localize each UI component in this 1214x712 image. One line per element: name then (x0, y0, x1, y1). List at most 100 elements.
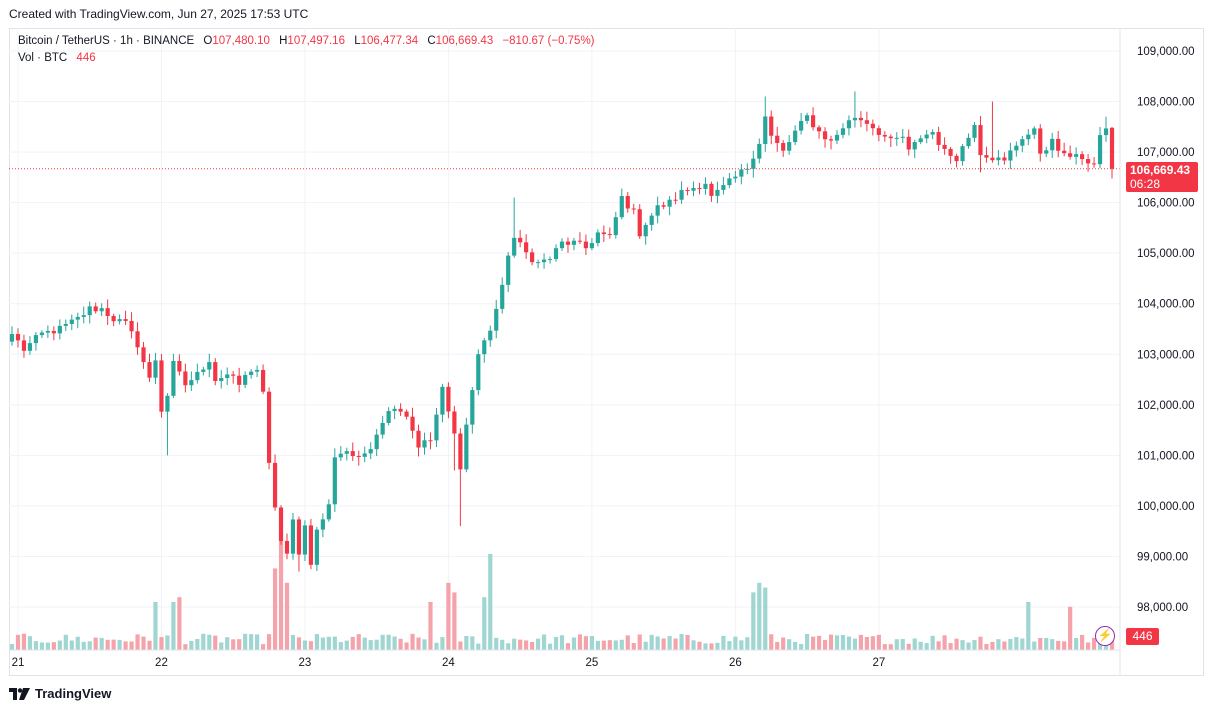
volume-bar (344, 640, 349, 650)
candle-body-up (494, 308, 499, 331)
candle-body-up (589, 243, 594, 249)
symbol-legend[interactable]: Bitcoin / TetherUS · 1h · BINANCE O107,4… (18, 35, 595, 47)
candle-body-down (147, 362, 152, 378)
volume-bar (320, 637, 325, 650)
candle-body-up (87, 306, 92, 316)
candle-body-up (793, 130, 798, 143)
volume-bar (266, 634, 272, 650)
volume-label[interactable]: Vol · BTC (18, 52, 68, 64)
volume-bar (75, 636, 80, 650)
volume-bar (1014, 637, 1019, 650)
candle-body-down (93, 306, 98, 312)
day-tick-label: 27 (872, 657, 885, 669)
candle-body-up (535, 262, 541, 264)
volume-bar (1020, 638, 1025, 650)
candle-body-up (207, 362, 212, 370)
candle-body-up (541, 259, 547, 263)
candle-body-down (524, 242, 529, 253)
volume-bar (249, 634, 254, 650)
volume-bar (404, 642, 409, 650)
volume-bar (39, 642, 44, 650)
candle-body-up (27, 343, 33, 351)
volume-bar (165, 635, 170, 650)
symbol-name[interactable]: Bitcoin / TetherUS · 1h · BINANCE (18, 35, 195, 47)
volume-bar (356, 634, 361, 650)
volume-bar (559, 635, 565, 650)
volume-bar (679, 634, 684, 650)
volume-legend[interactable]: Vol · BTC 446 (18, 52, 96, 64)
candle-body-down (428, 440, 433, 442)
lightning-icon[interactable]: ⚡ (1095, 626, 1115, 646)
candle-body-up (1103, 128, 1109, 136)
created-with-text: Created with TradingView.com, Jun 27, 20… (9, 7, 309, 21)
candle-body-up (249, 371, 254, 375)
volume-bar (739, 640, 744, 650)
volume-bar (332, 636, 337, 650)
day-tick-label: 23 (299, 657, 312, 669)
candle-body-down (990, 157, 995, 161)
volume-bar (984, 643, 989, 650)
volume-bar (482, 597, 487, 650)
volume-bar (864, 637, 869, 650)
candle-body-down (769, 116, 774, 136)
last-volume-badge: 446 (1126, 628, 1159, 645)
candle-body-up (972, 125, 977, 138)
change-value: −810.67 (−0.75%) (502, 35, 595, 47)
candle-body-down (177, 360, 182, 372)
candle-body-up (45, 330, 50, 333)
volume-bar (613, 640, 618, 650)
volume-bar (362, 637, 367, 650)
candle-body-down (1068, 153, 1073, 157)
candle-body-up (380, 422, 385, 435)
candle-body-down (231, 374, 236, 376)
volume-bar (117, 639, 122, 650)
volume-bar (1062, 641, 1067, 650)
volume-bar (512, 638, 517, 650)
high-value: 107,497.16 (287, 35, 345, 47)
candle-body-down (906, 136, 911, 150)
volume-bar (153, 602, 158, 650)
volume-bar (9, 644, 15, 650)
volume-bar (924, 643, 929, 650)
candle-body-up (643, 224, 648, 237)
volume-bar (464, 635, 469, 650)
candle-body-up (1020, 139, 1025, 146)
candle-body-up (960, 146, 965, 162)
candle-body-up (488, 330, 493, 341)
candle-body-down (577, 240, 583, 242)
last-price-value: 106,669.43 (1130, 163, 1191, 177)
candle-body-down (1080, 154, 1085, 160)
volume-bar (810, 636, 816, 650)
volume-bar (948, 643, 953, 650)
candle-body-up (332, 457, 337, 505)
candle-body-down (810, 115, 816, 128)
candle-body-up (201, 369, 206, 372)
volume-bar (936, 641, 941, 650)
volume-bar (45, 642, 50, 650)
day-tick-label: 26 (729, 657, 742, 669)
candle-body-down (870, 123, 875, 129)
candle-body-down (308, 525, 314, 565)
candle-body-up (966, 137, 971, 147)
volume-bar (601, 640, 606, 650)
volume-bar (996, 639, 1001, 650)
volume-bar (189, 640, 194, 650)
last-price-badge: 106,669.43 06:28 (1126, 162, 1198, 192)
volume-bar (81, 641, 86, 650)
volume-bar (1038, 637, 1043, 650)
volume-bar (27, 636, 33, 650)
tradingview-footer[interactable]: TradingView (9, 686, 111, 701)
volume-bar (201, 633, 206, 650)
volume-bar (577, 634, 583, 650)
candle-body-up (314, 529, 319, 565)
volume-bar (715, 642, 720, 650)
volume-bar (930, 635, 935, 650)
candle-body-down (685, 190, 690, 192)
volume-bar (966, 642, 971, 650)
volume-bar (625, 635, 630, 650)
volume-bar (225, 637, 230, 650)
chart-frame[interactable] (9, 28, 1204, 676)
candle-body-up (739, 169, 744, 177)
day-tick-label: 25 (585, 657, 598, 669)
